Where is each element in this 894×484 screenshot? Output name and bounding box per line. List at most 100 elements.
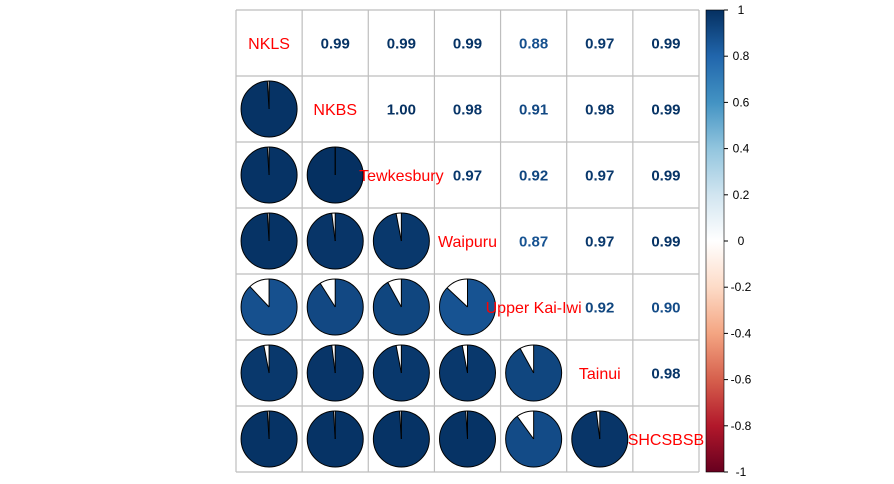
pie-glyph <box>505 344 563 402</box>
grid <box>235 9 700 473</box>
pie-outline <box>372 212 430 270</box>
colorbar-tick-label: -1 <box>736 465 747 479</box>
pie-glyph <box>306 212 364 270</box>
diagonal-label: Tewkesbury <box>359 168 443 185</box>
correlation-value: 0.99 <box>387 36 416 53</box>
correlation-value: 0.92 <box>519 168 548 185</box>
pie-radius-line <box>331 213 336 242</box>
pie-glyph <box>240 344 298 402</box>
colorbar-tick-label: 1 <box>738 3 745 17</box>
colorbar-tick-label: 0.2 <box>733 188 750 202</box>
correlation-value: 0.98 <box>585 102 614 119</box>
pie-radius-line <box>595 411 601 440</box>
pie-outline <box>240 344 298 402</box>
pie-outline <box>439 278 496 336</box>
correlation-value: 0.97 <box>453 168 482 185</box>
cells-layer: NKLS 0.99 0.99 0.99 0.88 0.97 0.99 NKBS 1.00 0.98… <box>235 9 704 473</box>
correlation-value: 0.98 <box>453 102 482 119</box>
colorbar: 1 0.8 0.6 0.4 0.2 0 -0.2 -0.4 -0.6 -0.8 -1 <box>705 3 752 479</box>
pie-outline <box>372 278 430 336</box>
pie-radius-line <box>519 348 535 374</box>
pie-glyph <box>439 278 496 336</box>
pie-outline <box>372 344 430 402</box>
pie-glyph <box>240 278 298 336</box>
pie-outline <box>306 212 364 270</box>
pie-outline <box>240 146 298 204</box>
diagonal-label: Tainui <box>579 366 621 383</box>
colorbar-tick-label: 0.6 <box>733 95 750 109</box>
colorbar-tick-label: -0.2 <box>731 280 752 294</box>
pie-radius-line <box>399 411 402 440</box>
correlation-value: 0.99 <box>651 102 680 119</box>
correlation-value: 1.00 <box>387 102 416 119</box>
pie-radius-line <box>331 345 336 374</box>
pie-outline <box>306 146 364 204</box>
pie-radius-line <box>446 287 468 308</box>
pie-outline <box>240 212 298 270</box>
correlation-value: 0.99 <box>453 36 482 53</box>
pie-radius-line <box>263 345 270 374</box>
pie-glyph <box>439 344 496 402</box>
pie-outline <box>505 410 563 468</box>
diagonal-label: Waipuru <box>438 234 497 251</box>
pie-glyph <box>372 278 430 336</box>
pie-glyph <box>240 410 298 468</box>
pie-outline <box>306 278 364 336</box>
pie-glyph <box>240 146 298 204</box>
pie-glyph <box>505 410 563 468</box>
correlation-value: 0.99 <box>651 168 680 185</box>
colorbar-tick-label: -0.6 <box>731 373 752 387</box>
pie-outline <box>306 410 364 468</box>
pie-radius-line <box>516 416 535 440</box>
pie-glyph <box>571 410 629 468</box>
pie-radius-line <box>395 213 402 242</box>
pie-glyph <box>306 410 364 468</box>
pie-glyph <box>240 80 298 138</box>
diagonal-label: NKBS <box>313 102 357 119</box>
pie-radius-line <box>266 411 270 440</box>
pie-radius-line <box>266 147 270 176</box>
pie-radius-line <box>387 282 402 308</box>
colorbar-tick-label: 0.8 <box>733 49 750 63</box>
correlation-value: 0.99 <box>651 36 680 53</box>
pie-glyph <box>372 212 430 270</box>
correlation-value: 0.92 <box>585 300 614 317</box>
correlation-value: 0.97 <box>585 168 614 185</box>
pie-outline <box>240 278 298 336</box>
pie-glyph <box>372 410 430 468</box>
pie-glyph <box>372 344 430 402</box>
pie-radius-line <box>266 81 270 110</box>
pie-glyph <box>240 212 298 270</box>
correlation-value: 0.87 <box>519 234 548 251</box>
colorbar-tick-label: -0.8 <box>731 419 752 433</box>
pie-radius-line <box>332 411 336 440</box>
correlation-value: 0.91 <box>519 102 548 119</box>
pie-radius-line <box>319 283 336 308</box>
pie-outline <box>439 344 496 402</box>
correlation-value: 0.99 <box>321 36 350 53</box>
diagonal-label: NKLS <box>248 36 290 53</box>
diagonal-label: SHCSBSB <box>628 432 704 449</box>
diagonal-label: Upper Kai-Iwi <box>486 300 582 317</box>
correlation-value: 0.98 <box>651 366 680 383</box>
correlation-value: 0.97 <box>585 36 614 53</box>
pie-radius-line <box>266 213 270 242</box>
pie-outline <box>571 410 629 468</box>
pie-glyph <box>306 278 364 336</box>
pie-radius-line <box>395 345 402 374</box>
pie-radius-line <box>461 345 468 374</box>
pie-glyph <box>439 410 496 468</box>
correlation-value: 0.88 <box>519 36 548 53</box>
correlation-value: 0.99 <box>651 234 680 251</box>
colorbar-tick-label: -0.4 <box>731 326 752 340</box>
colorbar-tick-label: 0.4 <box>733 142 750 156</box>
pie-outline <box>240 80 298 138</box>
colorbar-gradient <box>705 9 725 473</box>
pie-outline <box>240 410 298 468</box>
pie-radius-line <box>465 411 468 440</box>
pie-radius-line <box>249 286 270 308</box>
pie-slice <box>241 213 298 270</box>
correlation-value: 0.97 <box>585 234 614 251</box>
pie-outline <box>306 344 364 402</box>
